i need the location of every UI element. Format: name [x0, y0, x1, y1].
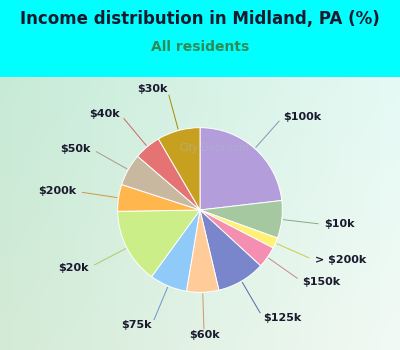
- Wedge shape: [122, 156, 200, 210]
- Text: $125k: $125k: [263, 313, 302, 323]
- Wedge shape: [200, 210, 273, 266]
- Wedge shape: [200, 210, 260, 290]
- Text: $30k: $30k: [137, 84, 167, 94]
- Wedge shape: [186, 210, 219, 292]
- Text: $200k: $200k: [38, 187, 76, 196]
- Text: $75k: $75k: [121, 321, 152, 330]
- Wedge shape: [152, 210, 200, 291]
- Text: Income distribution in Midland, PA (%): Income distribution in Midland, PA (%): [20, 10, 380, 28]
- Text: $60k: $60k: [189, 330, 220, 340]
- Text: $40k: $40k: [89, 109, 120, 119]
- Text: All residents: All residents: [151, 40, 249, 54]
- Wedge shape: [118, 184, 200, 211]
- Text: City-Data.com: City-Data.com: [179, 144, 249, 153]
- Wedge shape: [138, 139, 200, 210]
- Text: $10k: $10k: [324, 219, 355, 230]
- Wedge shape: [158, 128, 200, 210]
- Wedge shape: [200, 210, 278, 248]
- Text: $50k: $50k: [60, 144, 91, 154]
- Wedge shape: [200, 128, 282, 210]
- Wedge shape: [200, 201, 282, 238]
- Wedge shape: [118, 210, 200, 276]
- Text: $150k: $150k: [302, 277, 340, 287]
- Text: > $200k: > $200k: [315, 255, 366, 265]
- Text: $100k: $100k: [283, 112, 321, 121]
- Text: $20k: $20k: [58, 263, 89, 273]
